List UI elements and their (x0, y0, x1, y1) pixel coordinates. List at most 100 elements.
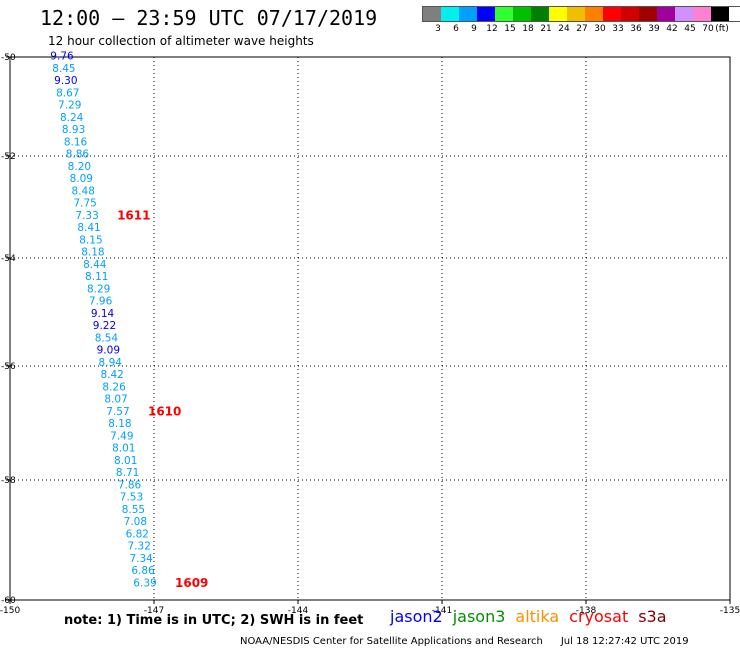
legend-swatch (657, 7, 675, 21)
credit-agency: NOAA/NESDIS Center for Satellite Applica… (240, 636, 543, 647)
legend-label: 21 (540, 24, 552, 34)
legend-label: 33 (612, 24, 624, 34)
legend-swatch (567, 7, 585, 21)
legend-label: 24 (558, 24, 570, 34)
legend-swatches (422, 6, 740, 22)
legend-label: 15 (504, 24, 516, 34)
wave-height-label: 6.86 (131, 565, 155, 577)
wave-height-label: 6.39 (133, 578, 156, 590)
color-legend: 3 6 9 12 15 18 21 24 27 30 33 36 39 42 45 70 (ft) (422, 6, 740, 36)
legend-label: 6 (453, 24, 459, 34)
wave-height-label: 9.30 (54, 75, 77, 87)
legend-swatch (621, 7, 639, 21)
satellite-jason3: jason3 (452, 607, 506, 626)
legend-label: 36 (630, 24, 642, 34)
lat-tick-label: -58 (1, 476, 16, 486)
legend-label: 18 (522, 24, 534, 34)
map-subtitle: 12 hour collection of altimeter wave hei… (48, 34, 314, 48)
wave-height-label: 9.76 (50, 51, 74, 63)
wave-height-label: 8.11 (85, 271, 108, 283)
time-label: 1609 (175, 576, 208, 590)
footer-note: note: 1) Time is in UTC; 2) SWH is in fe… (64, 613, 364, 628)
legend-swatch (531, 7, 549, 21)
wave-height-label: 8.18 (108, 418, 131, 430)
lat-tick-label: -50 (1, 53, 16, 63)
wave-height-label: 8.44 (83, 259, 107, 271)
wave-height-label: 7.29 (58, 100, 81, 112)
legend-swatch (477, 7, 495, 21)
wave-height-label: 8.94 (99, 357, 123, 369)
wave-height-label: 7.86 (118, 479, 142, 491)
legend-label: 12 (486, 24, 498, 34)
legend-swatch (711, 7, 729, 21)
credit-line: NOAA/NESDIS Center for Satellite Applica… (240, 636, 689, 647)
legend-label: 9 (471, 24, 477, 34)
wave-height-label: 8.24 (60, 112, 84, 124)
wave-height-label: 7.96 (89, 296, 113, 308)
lon-tick-label: -147 (144, 606, 164, 616)
wave-height-label: 8.26 (102, 381, 126, 393)
wave-height-label: 8.71 (116, 467, 139, 479)
legend-swatch (639, 7, 657, 21)
wave-height-label: 8.09 (70, 173, 93, 185)
satellite-legend: jason2 jason3 altika cryosat s3a (390, 607, 677, 626)
legend-label: 30 (594, 24, 606, 34)
legend-swatch (459, 7, 477, 21)
wave-height-label: 8.93 (62, 124, 85, 136)
legend-label: 27 (576, 24, 588, 34)
legend-swatch (549, 7, 567, 21)
legend-swatch (693, 7, 711, 21)
legend-labels: 3 6 9 12 15 18 21 24 27 30 33 36 39 42 45 70 (ft) (422, 24, 740, 36)
legend-label: 70 (702, 24, 714, 34)
wave-height-label: 8.67 (56, 87, 79, 99)
wave-height-label: 8.86 (66, 149, 90, 161)
lat-tick-label: -52 (1, 152, 16, 162)
lat-tick-label: -54 (1, 254, 16, 264)
wave-height-label: 8.55 (122, 504, 145, 516)
wave-height-label: 7.32 (128, 541, 151, 553)
wave-height-label: 9.22 (93, 320, 116, 332)
wave-height-label: 8.15 (79, 234, 102, 246)
wave-height-label: 8.20 (68, 161, 91, 173)
wave-height-label: 8.48 (72, 185, 95, 197)
legend-swatch (603, 7, 621, 21)
satellite-altika: altika (515, 607, 560, 626)
lat-tick-label: -60 (1, 596, 16, 606)
wave-height-label: 8.54 (95, 332, 119, 344)
legend-label: 42 (666, 24, 678, 34)
lat-tick-label: -56 (1, 362, 16, 372)
time-label: 1611 (117, 208, 150, 222)
legend-swatch (513, 7, 531, 21)
lon-tick-label: -150 (0, 606, 20, 616)
satellite-s3a: s3a (638, 607, 667, 626)
wave-height-label: 7.57 (106, 406, 129, 418)
wave-height-label: 7.75 (73, 198, 96, 210)
wave-height-label: 8.01 (114, 455, 137, 467)
wave-height-label: 7.49 (110, 430, 133, 442)
legend-label: 3 (435, 24, 441, 34)
wave-height-label: 8.45 (52, 63, 75, 75)
wave-height-label: 9.14 (91, 308, 115, 320)
wave-height-label: 8.29 (87, 283, 110, 295)
credit-timestamp: Jul 18 12:27:42 UTC 2019 (560, 636, 689, 647)
satellite-cryosat: cryosat (569, 607, 629, 626)
map-frame (9, 56, 731, 601)
legend-swatch (423, 7, 441, 21)
wave-height-label: 7.08 (124, 516, 147, 528)
wave-height-label: 8.42 (100, 369, 123, 381)
wave-height-label: 8.41 (77, 222, 100, 234)
legend-swatch (495, 7, 513, 21)
lon-tick-label: -138 (576, 606, 597, 616)
time-label: 1610 (148, 404, 181, 418)
wave-height-label: 9.09 (97, 345, 120, 357)
legend-swatch (441, 7, 459, 21)
map-title: 12:00 – 23:59 UTC 07/17/2019 (40, 6, 378, 30)
wave-height-label: 6.82 (126, 528, 149, 540)
wave-height-label: 8.07 (104, 394, 127, 406)
legend-swatch (675, 7, 693, 21)
wave-height-label: 7.34 (129, 553, 153, 565)
legend-label: 39 (648, 24, 660, 34)
wave-height-label: 8.01 (112, 443, 135, 455)
satellite-jason2: jason2 (390, 607, 443, 626)
